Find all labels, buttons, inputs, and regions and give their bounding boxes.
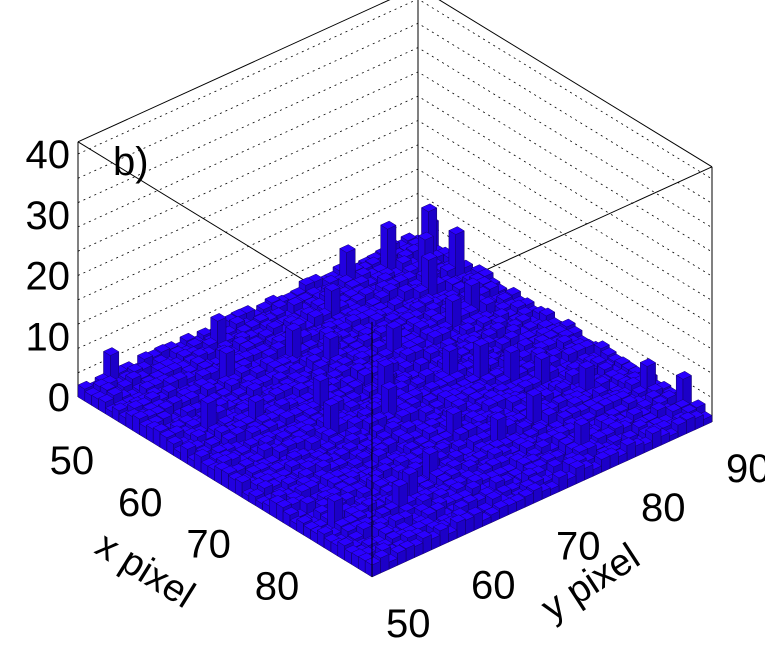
x-axis-title: x pixel xyxy=(88,524,202,617)
z-tick-label: 10 xyxy=(26,315,71,359)
z-grid-line xyxy=(77,0,713,180)
z-grid-line xyxy=(77,22,713,204)
frame-edge xyxy=(438,0,713,168)
y-tick-label: 50 xyxy=(386,602,431,646)
z-tick-label: 40 xyxy=(26,133,71,177)
histogram-bin xyxy=(380,220,397,279)
histogram-bin xyxy=(551,469,569,493)
histogram-bin xyxy=(218,345,236,389)
y-tick-label: 90 xyxy=(726,447,765,491)
histogram-bin xyxy=(364,556,382,578)
x-tick-label: 80 xyxy=(255,565,300,609)
z-tick-label: 20 xyxy=(26,255,71,299)
y-tick-label: 60 xyxy=(471,563,516,607)
x-tick-label: 50 xyxy=(50,439,95,483)
x-tick-label: 70 xyxy=(186,523,231,567)
z-tick-label: 0 xyxy=(48,376,70,420)
y-tick-label: 80 xyxy=(641,486,686,530)
frame-edge xyxy=(77,0,391,143)
z-tick-label: 30 xyxy=(26,194,71,238)
x-tick-label: 60 xyxy=(118,481,163,525)
histogram-bars xyxy=(77,203,713,578)
panel-label: b) xyxy=(113,140,149,184)
